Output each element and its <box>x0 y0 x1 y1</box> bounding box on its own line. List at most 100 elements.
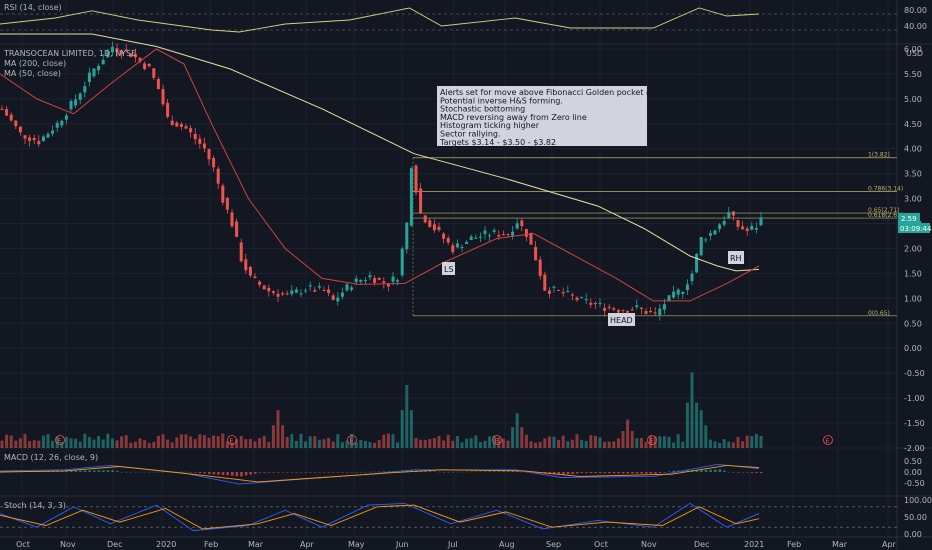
macd-histogram-bar <box>295 472 298 473</box>
macd-histogram-bar <box>208 472 211 474</box>
volume-bar <box>386 433 390 448</box>
macd-tick-label: 0.50 <box>904 457 922 466</box>
macd-histogram-bar <box>134 471 137 473</box>
time-tick-label: Jul <box>447 540 458 549</box>
macd-histogram-bar <box>231 472 234 476</box>
volume-bar <box>423 439 427 448</box>
macd-histogram-bar <box>525 472 528 473</box>
macd-histogram-bar <box>589 472 593 473</box>
candle-body <box>584 299 588 301</box>
price-tick-label: 0.50 <box>904 319 922 328</box>
macd-histogram-bar <box>198 472 202 474</box>
candle-body <box>354 278 358 282</box>
volume-bar <box>644 441 648 448</box>
volume-bar <box>598 437 602 448</box>
macd-histogram-bar <box>212 472 216 475</box>
volume-bar <box>225 441 229 448</box>
macd-histogram-bar <box>695 470 699 472</box>
macd-histogram-bar <box>70 470 73 472</box>
candle-body <box>230 212 234 227</box>
macd-histogram-bar <box>327 472 331 473</box>
candle-body <box>9 114 13 121</box>
volume-bar <box>649 435 653 448</box>
volume-bar <box>377 440 381 448</box>
rsi-line <box>0 7 760 33</box>
volume-bar <box>639 437 643 448</box>
volume-bar <box>727 441 731 448</box>
candle-body <box>253 276 257 278</box>
macd-histogram-bar <box>442 472 446 473</box>
last-price-tag: 2.59 03:09:44 <box>898 213 932 233</box>
candle-body <box>377 277 381 280</box>
volume-bar <box>331 441 335 448</box>
annotation-note[interactable]: Alerts set for move above Fibonacci Gold… <box>437 86 682 147</box>
macd-histogram-bar <box>456 471 459 473</box>
macd-histogram-bar <box>433 471 436 472</box>
volume-bar <box>667 436 671 448</box>
candle-body <box>317 286 321 288</box>
volume-bar <box>566 441 570 448</box>
countdown-bg <box>898 223 930 233</box>
volume-bar <box>630 430 634 448</box>
macd-histogram-bar <box>488 471 492 472</box>
macd-histogram-bar <box>727 471 731 473</box>
macd-histogram-bar <box>704 469 708 472</box>
macd-histogram-bar <box>309 472 312 473</box>
macd-histogram-bar <box>336 472 340 473</box>
macd-histogram-bar <box>594 472 597 474</box>
candle-body <box>478 236 482 238</box>
volume-bar <box>603 441 607 448</box>
candle-body <box>414 165 418 193</box>
candle-body <box>225 197 229 210</box>
volume-bar <box>373 442 377 448</box>
label-ls[interactable]: LS <box>442 262 455 275</box>
macd-histogram-bar <box>65 470 68 472</box>
label-head[interactable]: HEAD <box>608 313 635 326</box>
candle-body <box>718 224 722 230</box>
stoch-tick-label: 0.00 <box>904 530 922 539</box>
fib-label: 0.65(2.71) <box>868 207 899 214</box>
time-tick-label: 2020 <box>156 540 176 549</box>
candle-body <box>396 280 400 282</box>
candle-body <box>239 242 243 262</box>
fibonacci-levels: 1(3.82) 0.786(3.14) 0.65(2.71)0.618(2.61) 0… <box>412 152 903 317</box>
macd-histogram-bar <box>359 471 363 473</box>
volume-bar <box>635 438 639 448</box>
candle-body <box>465 241 469 244</box>
macd-histogram-bar <box>106 470 110 472</box>
macd-label: MACD (12, 26, close, 9) <box>4 453 98 462</box>
volume-bar <box>672 442 676 448</box>
volume-bar <box>506 440 510 448</box>
macd-histogram-bar <box>60 470 64 472</box>
volume-bar <box>570 439 574 448</box>
candle-body <box>299 293 303 295</box>
price-tick-label: 4.50 <box>904 120 922 129</box>
volume-bar <box>294 440 298 448</box>
candle-body <box>731 211 735 216</box>
macd-histogram-bar <box>346 471 349 473</box>
volume-bar <box>37 440 41 448</box>
macd-histogram-bar <box>585 472 588 473</box>
label-rh[interactable]: RH <box>728 251 744 264</box>
macd-histogram-bar <box>203 472 206 474</box>
candle-body <box>340 292 344 297</box>
macd-histogram-bar <box>102 470 105 472</box>
volume-bar <box>478 442 482 448</box>
volume-bar <box>396 442 400 448</box>
candle-body <box>662 304 666 310</box>
candle-body <box>97 65 101 71</box>
candle-body <box>156 79 160 90</box>
candle-body <box>547 290 551 294</box>
candle-body <box>37 140 41 145</box>
annotation-line: Stochastic bottoming <box>440 105 525 114</box>
volume-bar <box>708 439 712 448</box>
volume-bar <box>676 434 680 448</box>
macd-histogram-bar <box>139 471 142 473</box>
macd-histogram-bar <box>645 472 648 474</box>
candle-body <box>74 99 78 106</box>
rsi-tick-label: 80.00 <box>904 6 927 15</box>
candle-body <box>520 220 524 227</box>
volume-bar <box>359 440 363 448</box>
candle-body <box>409 168 413 226</box>
